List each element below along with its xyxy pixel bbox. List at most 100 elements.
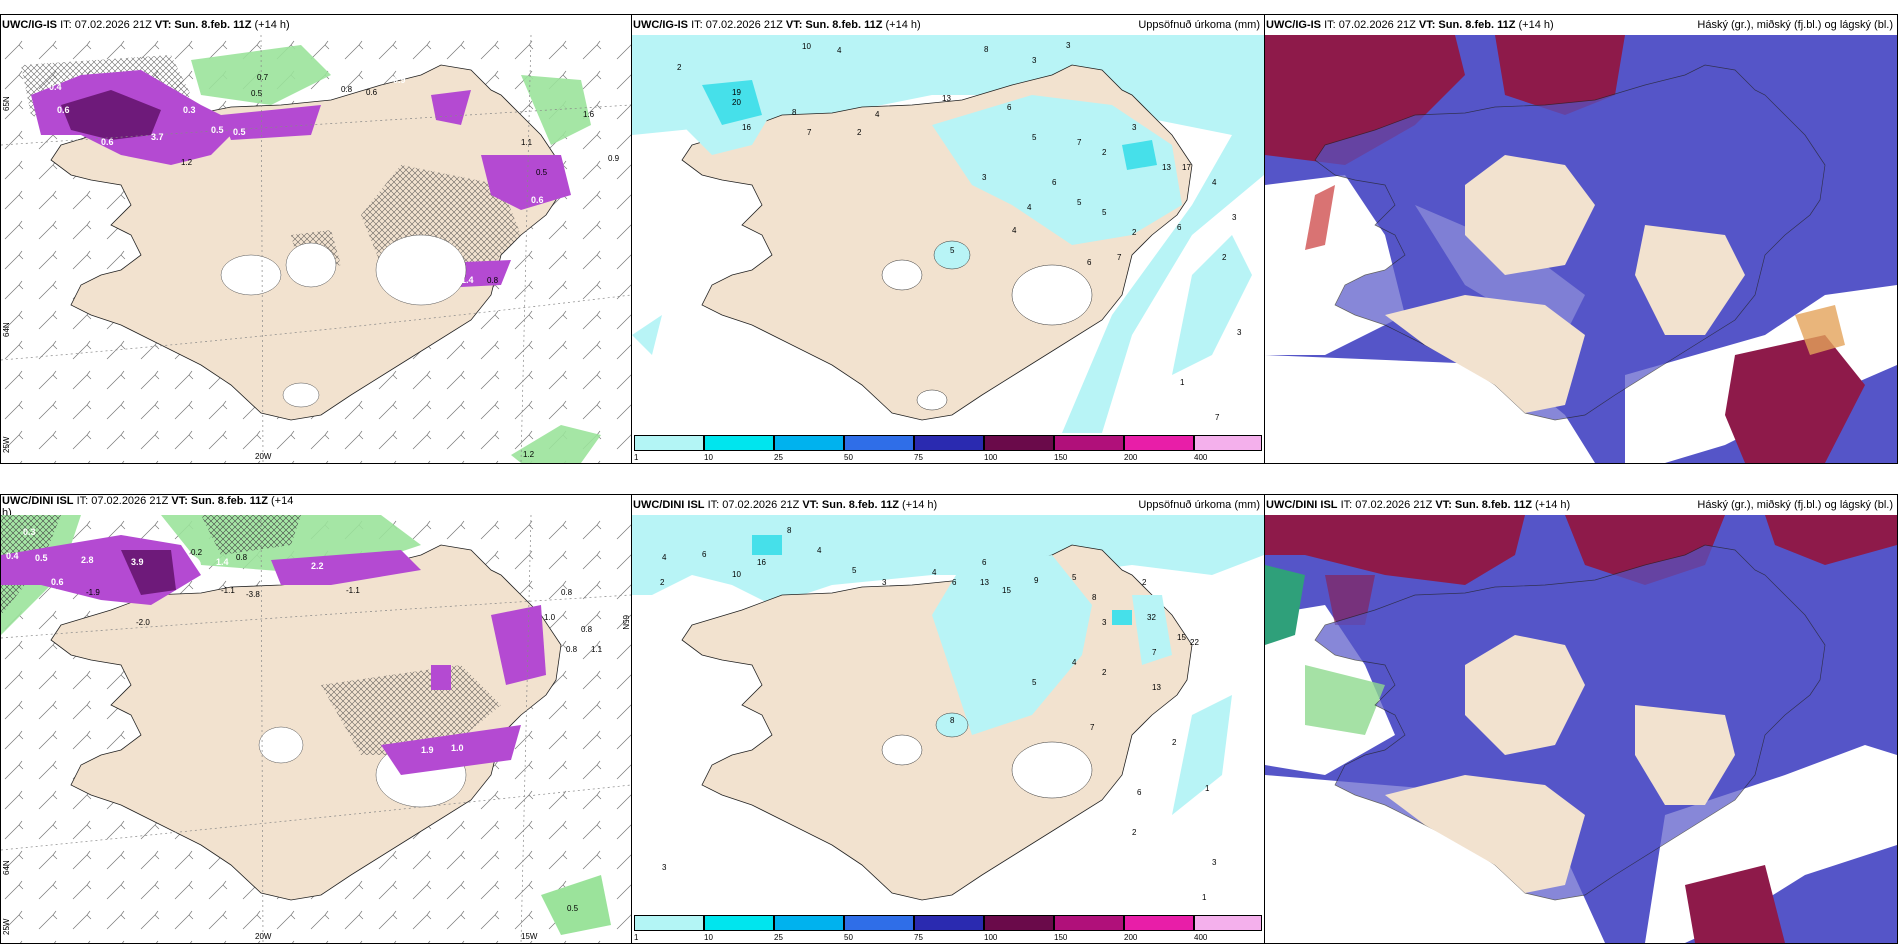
svg-text:7: 7 (1215, 413, 1220, 422)
svg-text:2: 2 (677, 63, 682, 72)
svg-text:5: 5 (1072, 573, 1077, 582)
legend-swatch (984, 915, 1054, 931)
svg-text:7: 7 (807, 128, 812, 137)
svg-text:0.5: 0.5 (251, 89, 263, 98)
legend-swatch (774, 435, 844, 451)
svg-text:0.6: 0.6 (51, 577, 64, 587)
svg-text:0.8: 0.8 (236, 553, 248, 562)
svg-text:10: 10 (732, 570, 741, 579)
svg-text:13: 13 (1162, 163, 1171, 172)
lon-label: 20W (255, 452, 272, 461)
legend-tick: 200 (1124, 933, 1138, 942)
svg-text:-1.9: -1.9 (86, 588, 100, 597)
svg-text:0.3: 0.3 (23, 57, 36, 67)
icing-value-labels: 0.3 0.4 0.6 0.3 0.7 0.5 0.8 0.6 0.6 0.5 … (23, 57, 620, 459)
map-panel-precip-igis: UWC/IG-IS IT: 07.02.2026 21Z VT: Sun. 8.… (631, 14, 1265, 464)
legend-tick: 50 (844, 933, 853, 942)
svg-text:6: 6 (702, 550, 707, 559)
svg-text:0.9: 0.9 (393, 75, 406, 85)
lat-label: 65N (2, 96, 11, 111)
svg-text:1.4: 1.4 (216, 557, 229, 567)
svg-text:0.5: 0.5 (399, 267, 412, 277)
svg-text:0.2: 0.2 (191, 548, 203, 557)
legend-tick: 25 (774, 453, 783, 462)
svg-text:3: 3 (1237, 328, 1242, 337)
legend-swatch (1124, 435, 1194, 451)
legend-swatch (844, 915, 914, 931)
svg-text:2: 2 (1142, 578, 1147, 587)
precip-map: 10 4 2 8 3 3 19 20 16 8 7 2 4 13 6 5 7 2… (632, 35, 1264, 433)
svg-text:3.9: 3.9 (131, 557, 144, 567)
svg-text:6: 6 (1137, 788, 1142, 797)
svg-text:0.4: 0.4 (49, 82, 62, 92)
svg-text:3.7: 3.7 (151, 132, 164, 142)
svg-text:1.0: 1.0 (544, 613, 556, 622)
svg-text:1.0: 1.0 (451, 743, 464, 753)
lat-label: 64N (2, 860, 11, 875)
svg-text:7: 7 (1117, 253, 1122, 262)
svg-text:0.5: 0.5 (536, 168, 548, 177)
svg-text:4: 4 (1212, 178, 1217, 187)
legend-tick: 100 (984, 933, 998, 942)
svg-text:2: 2 (857, 128, 862, 137)
svg-text:5: 5 (1077, 198, 1082, 207)
svg-text:2: 2 (1132, 828, 1137, 837)
svg-text:13: 13 (942, 94, 951, 103)
cloud-map (1265, 515, 1897, 943)
svg-text:1.9: 1.9 (421, 745, 434, 755)
legend-tick: 10 (704, 453, 713, 462)
svg-text:0.9: 0.9 (608, 154, 620, 163)
lon-label: 25W (2, 918, 11, 935)
svg-text:0.5: 0.5 (35, 553, 48, 563)
svg-text:6: 6 (1177, 223, 1182, 232)
svg-text:-1.1: -1.1 (346, 586, 360, 595)
legend-swatch (1194, 435, 1262, 451)
svg-text:4: 4 (837, 46, 842, 55)
svg-text:-1.1: -1.1 (221, 586, 235, 595)
svg-text:0.8: 0.8 (566, 645, 578, 654)
legend-swatch (704, 435, 774, 451)
map-panel-icing-dini: UWC/DINI ISL IT: 07.02.2026 21Z VT: Sun.… (0, 494, 632, 944)
svg-text:2.8: 2.8 (81, 555, 94, 565)
svg-text:1: 1 (1205, 784, 1210, 793)
legend-tick: 1 (634, 933, 639, 942)
svg-text:3: 3 (1212, 858, 1217, 867)
icing-map: 65N 64N 25W 20W 0.3 0.4 0.6 0.3 0.7 0.5 … (1, 35, 631, 463)
svg-text:0.5: 0.5 (211, 125, 224, 135)
legend-swatch (1054, 435, 1124, 451)
svg-text:4: 4 (1072, 658, 1077, 667)
svg-text:1: 1 (1180, 378, 1185, 387)
svg-text:7: 7 (1152, 648, 1157, 657)
cloud-map (1265, 35, 1897, 463)
legend-tick: 1 (634, 453, 639, 462)
svg-text:17: 17 (1182, 163, 1191, 172)
svg-text:3: 3 (1102, 618, 1107, 627)
svg-text:15: 15 (1002, 586, 1011, 595)
svg-text:0.4: 0.4 (6, 551, 19, 561)
svg-text:15: 15 (1177, 633, 1186, 642)
panel-header: UWC/IG-IS IT: 07.02.2026 21Z VT: Sun. 8.… (2, 19, 290, 31)
svg-text:22: 22 (1190, 638, 1199, 647)
lon-label: 15W (521, 932, 538, 941)
svg-text:8: 8 (1092, 593, 1097, 602)
legend-swatch (1194, 915, 1262, 931)
legend-tick: 75 (914, 933, 923, 942)
legend-swatch (1124, 915, 1194, 931)
svg-text:13: 13 (980, 578, 989, 587)
icing-value-labels: 0.3 0.4 0.5 0.6 2.8 3.9 0.2 1.4 0.8 -1.9… (6, 527, 603, 913)
legend-tick: 400 (1194, 933, 1208, 942)
svg-text:5: 5 (950, 246, 955, 255)
svg-text:0.6: 0.6 (101, 137, 114, 147)
svg-text:0.5: 0.5 (431, 272, 444, 282)
svg-text:4: 4 (817, 546, 822, 555)
svg-text:2: 2 (660, 578, 665, 587)
lon-label: 20W (255, 932, 272, 941)
svg-text:0.6: 0.6 (57, 105, 70, 115)
svg-text:3: 3 (1132, 123, 1137, 132)
legend-swatch (704, 915, 774, 931)
svg-text:3: 3 (982, 173, 987, 182)
svg-text:4: 4 (662, 553, 667, 562)
panel-title: Uppsöfnuð úrkoma (mm) (1138, 19, 1260, 31)
svg-text:0.3: 0.3 (23, 527, 36, 537)
svg-text:4: 4 (1027, 203, 1032, 212)
